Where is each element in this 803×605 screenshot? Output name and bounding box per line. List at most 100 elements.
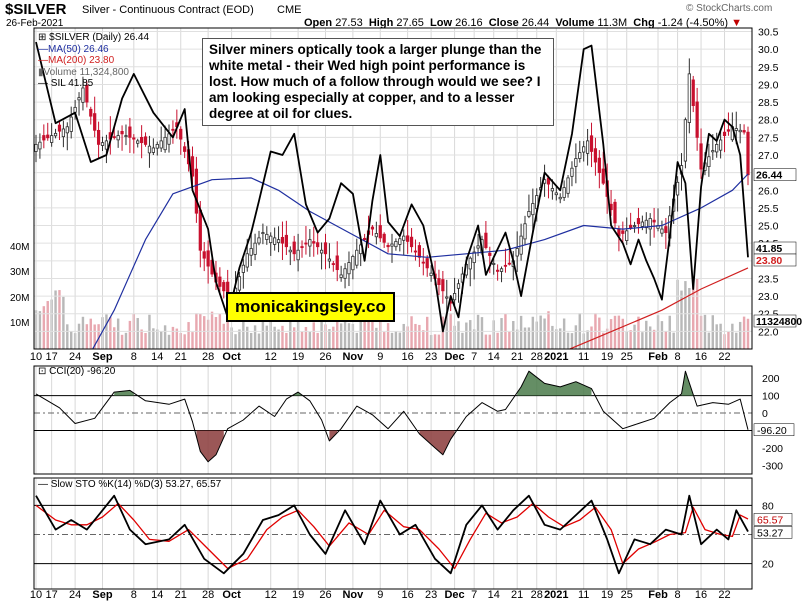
candle-body — [742, 130, 746, 133]
volume-bar — [715, 324, 718, 349]
volume-tag: 11324800 — [756, 316, 802, 328]
volume-bar — [410, 316, 413, 349]
candle-body — [621, 230, 625, 234]
candle-body — [151, 147, 155, 153]
candle-body — [566, 177, 570, 194]
volume-bar — [551, 325, 554, 349]
watermark-badge: monicakingsley.co — [226, 292, 395, 322]
volume-bar — [93, 324, 96, 349]
candle-body — [636, 218, 641, 225]
candle-body — [722, 131, 727, 136]
sil-swatch-icon: — — [38, 78, 48, 89]
close-price-tag: 26.44 — [756, 170, 782, 182]
x-tick-label: Oct — [222, 351, 241, 363]
axis-labels: 10 10 17 17 24 24 Sep Sep 8 8 14 14 21 21 28 28 Oct Oct 12… — [10, 27, 802, 601]
ma200-swatch-icon: — — [38, 55, 48, 66]
volume-bar — [465, 322, 468, 349]
candle-body — [53, 132, 58, 137]
volume-bar — [469, 320, 472, 349]
volume-bar — [62, 296, 65, 349]
price-tick-label: 22.0 — [758, 326, 779, 338]
volume-bar — [660, 321, 664, 349]
candle-body — [253, 242, 257, 255]
symbol-description: Silver - Continuous Contract (EOD) — [82, 4, 254, 16]
candle-body — [515, 248, 519, 257]
volume-bar — [304, 326, 308, 349]
volume-bar — [422, 330, 425, 349]
volume-bar — [316, 332, 319, 349]
volume-bar — [621, 318, 625, 349]
price-tick-label: 23.5 — [758, 273, 779, 285]
x-tick-label: 9 — [377, 589, 383, 601]
candle-body — [531, 203, 535, 216]
volume-bar — [355, 332, 359, 349]
candle-body — [719, 139, 723, 151]
x-tick-label: 14 — [488, 351, 500, 363]
chg-value: -1.24 (-4.50%) — [657, 17, 729, 29]
candle-body — [644, 219, 648, 229]
candle-body — [312, 241, 316, 244]
volume-bar — [531, 316, 535, 349]
volume-bar — [731, 323, 734, 349]
x-tick-label: 17 — [46, 351, 58, 363]
volume-bar — [559, 328, 562, 349]
volume-bar — [183, 334, 186, 349]
volume-bar — [719, 323, 722, 349]
candle-body — [288, 249, 292, 253]
candle-body — [413, 250, 418, 253]
legend-ma50: MA(50) 26.46 — [48, 43, 109, 55]
price-tick-label: 27.0 — [758, 150, 779, 162]
x-tick-label: 21 — [511, 589, 523, 601]
candle-body — [558, 196, 562, 200]
candle-body — [378, 225, 382, 239]
candle-body — [382, 233, 386, 243]
cci-overbought-fill — [517, 371, 592, 396]
x-tick-label: 19 — [292, 351, 304, 363]
candle-body — [128, 126, 132, 138]
candle-body — [574, 158, 578, 167]
volume-bar — [672, 332, 675, 349]
candle-body — [202, 251, 206, 259]
axes — [33, 27, 753, 590]
volume-bar — [97, 324, 100, 349]
candle-body — [707, 156, 711, 167]
x-tick-label: 17 — [46, 589, 58, 601]
x-tick-label: Feb — [648, 589, 668, 601]
volume-bar — [590, 326, 593, 349]
volume-bar — [692, 279, 695, 349]
candle-body — [308, 239, 312, 247]
x-tick-label: 28 — [202, 589, 214, 601]
candle-body — [597, 157, 601, 174]
candle-body — [527, 211, 531, 217]
candle-body — [402, 235, 406, 241]
candle-body — [112, 136, 116, 139]
candle-body — [374, 233, 378, 238]
volume-bar — [69, 331, 73, 349]
volume-bar — [461, 332, 464, 349]
candle-body — [57, 124, 62, 132]
price-tick-label: 27.5 — [758, 132, 779, 144]
volume-bar — [527, 327, 531, 349]
volume-bar — [336, 322, 339, 349]
volume-bar — [109, 317, 112, 349]
volume-bar — [281, 325, 284, 349]
candle-body — [206, 250, 210, 267]
candle-body — [100, 142, 105, 146]
volume-bar — [175, 328, 179, 349]
candle-body — [335, 255, 339, 271]
volume-bar — [562, 318, 566, 349]
candle-body — [585, 140, 590, 154]
candle-body — [398, 238, 402, 245]
candle-body — [171, 128, 175, 131]
x-tick-label: 16 — [402, 351, 414, 363]
x-tick-label: 12 — [265, 351, 277, 363]
x-tick-label: 26 — [319, 589, 331, 601]
candle-body — [582, 146, 586, 153]
volume-label: Volume — [555, 17, 595, 29]
candle-body — [50, 135, 54, 143]
candle-body — [265, 233, 269, 240]
x-tick-label: 25 — [621, 589, 633, 601]
sto-swatch-icon: — — [38, 479, 48, 490]
volume-bar — [257, 333, 261, 349]
volume-bar — [508, 331, 511, 349]
